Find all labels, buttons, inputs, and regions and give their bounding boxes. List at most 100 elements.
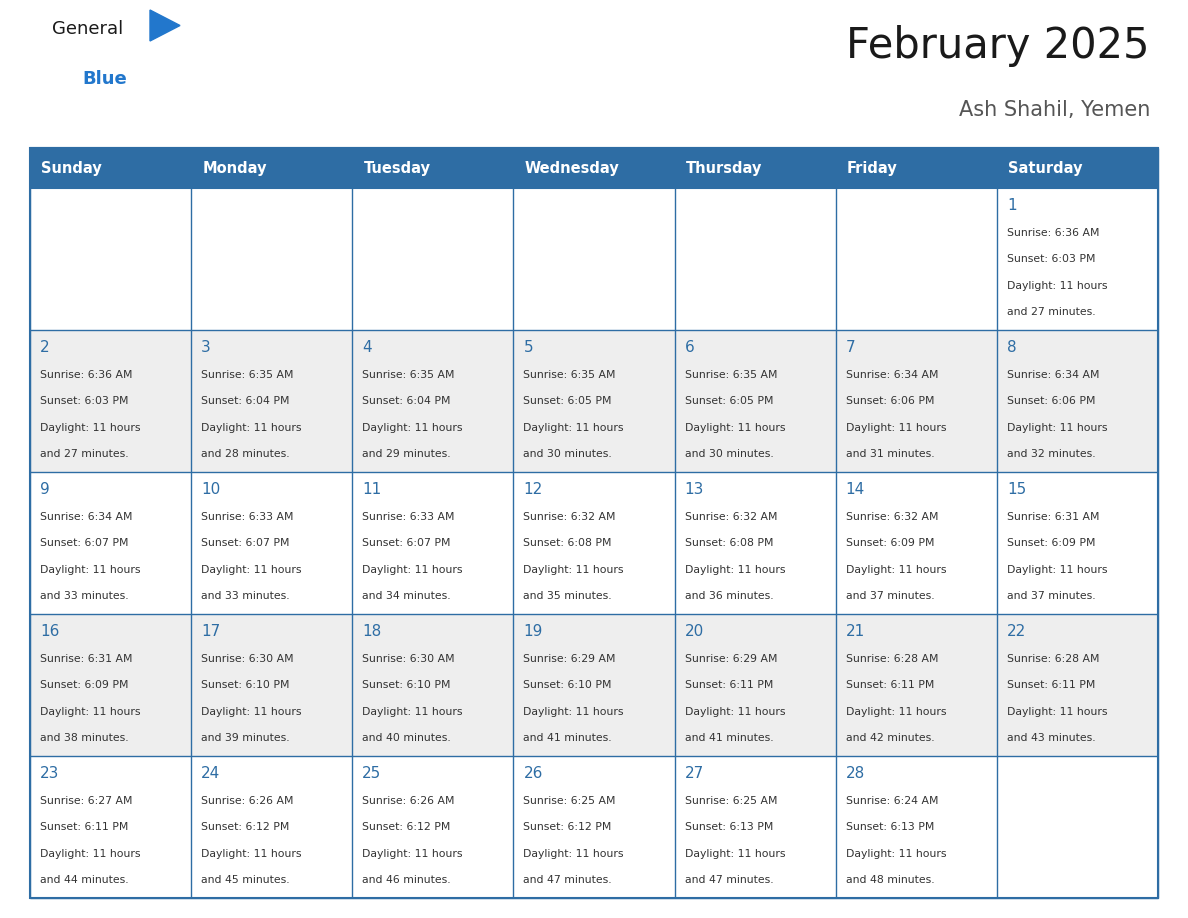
Text: Daylight: 11 hours: Daylight: 11 hours: [846, 707, 946, 717]
Bar: [513, 614, 675, 756]
Text: Sunrise: 6:36 AM: Sunrise: 6:36 AM: [1007, 228, 1099, 238]
Text: Sunset: 6:06 PM: Sunset: 6:06 PM: [1007, 397, 1095, 407]
Text: and 38 minutes.: and 38 minutes.: [40, 733, 128, 743]
Text: 14: 14: [846, 482, 865, 497]
Text: 4: 4: [362, 340, 372, 355]
Text: Daylight: 11 hours: Daylight: 11 hours: [524, 422, 624, 432]
Text: and 40 minutes.: and 40 minutes.: [362, 733, 451, 743]
Bar: [513, 472, 675, 614]
Text: Sunrise: 6:28 AM: Sunrise: 6:28 AM: [1007, 654, 1099, 664]
Text: Daylight: 11 hours: Daylight: 11 hours: [684, 707, 785, 717]
Text: and 28 minutes.: and 28 minutes.: [201, 449, 290, 459]
Text: Sunset: 6:13 PM: Sunset: 6:13 PM: [684, 823, 773, 833]
Text: and 39 minutes.: and 39 minutes.: [201, 733, 290, 743]
Text: 23: 23: [40, 766, 59, 781]
Text: Sunrise: 6:32 AM: Sunrise: 6:32 AM: [684, 512, 777, 522]
Text: Sunset: 6:03 PM: Sunset: 6:03 PM: [40, 397, 128, 407]
Text: Sunset: 6:07 PM: Sunset: 6:07 PM: [40, 538, 128, 548]
Bar: [30, 756, 191, 898]
Text: Wednesday: Wednesday: [525, 161, 619, 175]
Text: 24: 24: [201, 766, 221, 781]
Bar: [30, 148, 1158, 898]
Text: 17: 17: [201, 624, 221, 639]
Text: 3: 3: [201, 340, 211, 355]
Bar: [353, 756, 513, 898]
Text: 2: 2: [40, 340, 50, 355]
Text: and 47 minutes.: and 47 minutes.: [684, 875, 773, 885]
Text: Sunset: 6:10 PM: Sunset: 6:10 PM: [524, 680, 612, 690]
Text: and 29 minutes.: and 29 minutes.: [362, 449, 451, 459]
Bar: [191, 148, 353, 188]
Bar: [675, 472, 835, 614]
Text: Monday: Monday: [202, 161, 267, 175]
Bar: [835, 330, 997, 472]
Text: and 47 minutes.: and 47 minutes.: [524, 875, 612, 885]
Text: and 31 minutes.: and 31 minutes.: [846, 449, 934, 459]
Text: Friday: Friday: [847, 161, 898, 175]
Text: Sunset: 6:05 PM: Sunset: 6:05 PM: [524, 397, 612, 407]
Text: Sunrise: 6:25 AM: Sunrise: 6:25 AM: [524, 796, 615, 806]
Text: Sunset: 6:10 PM: Sunset: 6:10 PM: [201, 680, 290, 690]
Text: 1: 1: [1007, 198, 1017, 213]
Text: Sunset: 6:07 PM: Sunset: 6:07 PM: [362, 538, 450, 548]
Text: Sunrise: 6:26 AM: Sunrise: 6:26 AM: [362, 796, 455, 806]
Bar: [835, 756, 997, 898]
Text: Blue: Blue: [82, 70, 127, 88]
Bar: [513, 188, 675, 330]
Text: Sunrise: 6:30 AM: Sunrise: 6:30 AM: [362, 654, 455, 664]
Text: and 32 minutes.: and 32 minutes.: [1007, 449, 1095, 459]
Bar: [30, 148, 191, 188]
Text: Daylight: 11 hours: Daylight: 11 hours: [40, 565, 140, 575]
Text: 8: 8: [1007, 340, 1017, 355]
Text: Daylight: 11 hours: Daylight: 11 hours: [40, 848, 140, 858]
Text: and 33 minutes.: and 33 minutes.: [40, 591, 128, 600]
Text: and 33 minutes.: and 33 minutes.: [201, 591, 290, 600]
Bar: [997, 756, 1158, 898]
Text: and 45 minutes.: and 45 minutes.: [201, 875, 290, 885]
Bar: [30, 188, 191, 330]
Text: Sunset: 6:11 PM: Sunset: 6:11 PM: [1007, 680, 1095, 690]
Bar: [191, 756, 353, 898]
Text: and 27 minutes.: and 27 minutes.: [40, 449, 128, 459]
Text: Sunrise: 6:35 AM: Sunrise: 6:35 AM: [524, 370, 615, 380]
Text: Daylight: 11 hours: Daylight: 11 hours: [524, 707, 624, 717]
Bar: [835, 614, 997, 756]
Bar: [353, 148, 513, 188]
Text: Sunset: 6:06 PM: Sunset: 6:06 PM: [846, 397, 934, 407]
Bar: [835, 188, 997, 330]
Text: Sunday: Sunday: [42, 161, 102, 175]
Bar: [191, 188, 353, 330]
Text: 12: 12: [524, 482, 543, 497]
Text: Sunrise: 6:33 AM: Sunrise: 6:33 AM: [362, 512, 455, 522]
Text: 7: 7: [846, 340, 855, 355]
Text: Sunrise: 6:31 AM: Sunrise: 6:31 AM: [40, 654, 133, 664]
Text: and 37 minutes.: and 37 minutes.: [1007, 591, 1095, 600]
Text: and 41 minutes.: and 41 minutes.: [684, 733, 773, 743]
Text: Sunrise: 6:27 AM: Sunrise: 6:27 AM: [40, 796, 133, 806]
Text: Sunrise: 6:25 AM: Sunrise: 6:25 AM: [684, 796, 777, 806]
Text: Saturday: Saturday: [1009, 161, 1082, 175]
Text: 9: 9: [40, 482, 50, 497]
Text: Daylight: 11 hours: Daylight: 11 hours: [846, 565, 946, 575]
Text: Daylight: 11 hours: Daylight: 11 hours: [201, 707, 302, 717]
Text: Sunset: 6:12 PM: Sunset: 6:12 PM: [362, 823, 450, 833]
Text: Sunset: 6:08 PM: Sunset: 6:08 PM: [524, 538, 612, 548]
Text: Sunset: 6:03 PM: Sunset: 6:03 PM: [1007, 254, 1095, 264]
Text: Daylight: 11 hours: Daylight: 11 hours: [201, 565, 302, 575]
Text: 5: 5: [524, 340, 533, 355]
Bar: [191, 614, 353, 756]
Text: 28: 28: [846, 766, 865, 781]
Bar: [675, 148, 835, 188]
Text: Sunset: 6:04 PM: Sunset: 6:04 PM: [201, 397, 290, 407]
Text: and 43 minutes.: and 43 minutes.: [1007, 733, 1095, 743]
Text: and 34 minutes.: and 34 minutes.: [362, 591, 451, 600]
Text: Sunset: 6:05 PM: Sunset: 6:05 PM: [684, 397, 773, 407]
Text: Sunrise: 6:32 AM: Sunrise: 6:32 AM: [846, 512, 939, 522]
Text: 6: 6: [684, 340, 694, 355]
Bar: [513, 148, 675, 188]
Bar: [675, 188, 835, 330]
Bar: [513, 330, 675, 472]
Text: Daylight: 11 hours: Daylight: 11 hours: [201, 422, 302, 432]
Text: Daylight: 11 hours: Daylight: 11 hours: [1007, 707, 1107, 717]
Text: and 30 minutes.: and 30 minutes.: [524, 449, 612, 459]
